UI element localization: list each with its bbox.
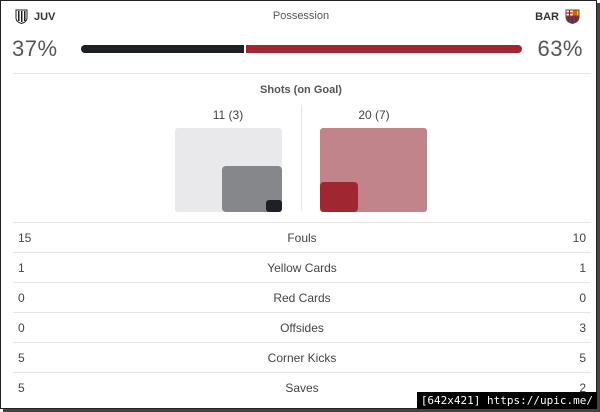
stat-home-value: 0	[18, 291, 25, 305]
frame-shadow-right	[597, 3, 600, 412]
away-shots-on-goal-box	[320, 182, 358, 212]
watermark: [642x421] https://upic.me/	[416, 392, 597, 409]
stat-label: Red Cards	[273, 291, 331, 305]
possession-title: Possession	[272, 10, 330, 22]
home-team-name: JUV	[34, 10, 56, 23]
shots-divider	[301, 105, 302, 211]
possession-bar	[81, 45, 522, 53]
stat-home-value: 15	[18, 231, 32, 245]
stat-label: Saves	[285, 381, 319, 395]
possession-bar-away	[246, 45, 522, 53]
section-divider	[13, 73, 591, 74]
stat-away-value: 3	[579, 321, 586, 335]
stat-away-value: 5	[579, 351, 586, 365]
stat-row-saves: 5 Saves 2	[13, 372, 591, 402]
stat-home-value: 5	[18, 381, 25, 395]
stat-label: Corner Kicks	[267, 351, 337, 365]
stat-row-yellow-cards: 1 Yellow Cards 1	[13, 252, 591, 282]
stat-away-value: 2	[579, 381, 586, 395]
stat-label: Offsides	[280, 321, 324, 335]
away-team-name: BAR	[535, 10, 559, 23]
home-possession-pct: 37%	[12, 36, 58, 61]
possession-bar-home	[81, 45, 244, 53]
stat-label: Yellow Cards	[267, 261, 337, 275]
home-shots-label: 11 (3)	[212, 108, 244, 122]
stat-away-value: 1	[579, 261, 586, 275]
stat-row-corner-kicks: 5 Corner Kicks 5	[13, 342, 591, 372]
stat-home-value: 5	[18, 351, 25, 365]
stats-table: 15 Fouls 10 1 Yellow Cards 1 0 Red Cards…	[13, 222, 591, 402]
away-possession-pct: 63%	[537, 36, 583, 61]
stat-row-fouls: 15 Fouls 10	[13, 222, 591, 252]
home-team: JUV	[15, 9, 56, 25]
possession-bar-gap	[244, 45, 246, 53]
shots-title: Shots (on Goal)	[260, 84, 342, 96]
stat-home-value: 0	[18, 321, 25, 335]
stat-label: Fouls	[287, 231, 317, 245]
stat-row-offsides: 0 Offsides 3	[13, 312, 591, 342]
away-team: BAR	[535, 9, 580, 25]
barcelona-crest-icon	[565, 9, 580, 25]
stat-away-value: 0	[579, 291, 586, 305]
juventus-crest-icon	[15, 9, 28, 25]
stat-row-red-cards: 0 Red Cards 0	[13, 282, 591, 312]
stat-away-value: 10	[572, 231, 586, 245]
away-shots-label: 20 (7)	[358, 108, 390, 122]
frame-shadow-bottom	[3, 409, 600, 412]
stat-home-value: 1	[18, 261, 25, 275]
home-shots-on-goal-box	[266, 200, 282, 212]
